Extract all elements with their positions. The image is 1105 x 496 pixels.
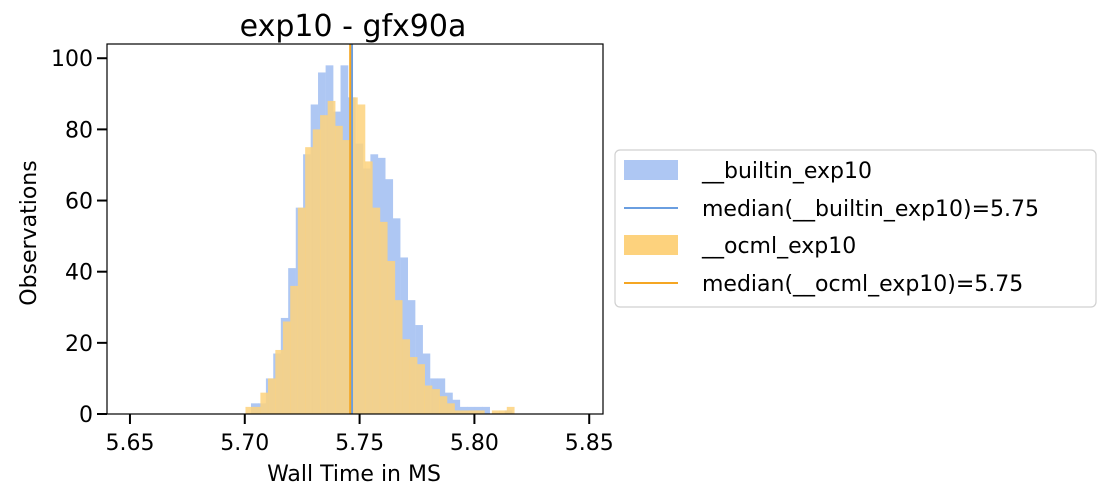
- histogram-bar: [335, 125, 343, 414]
- histogram-bar: [506, 406, 515, 414]
- histogram-bar: [491, 410, 500, 414]
- histogram-bar: [364, 161, 373, 414]
- histogram-bar: [439, 396, 448, 414]
- legend-patch: [624, 235, 678, 255]
- y-axis-label: Observations: [17, 160, 42, 305]
- histogram-bar: [400, 257, 408, 414]
- histogram-bar: [422, 353, 431, 414]
- y-tick-label: 0: [79, 403, 93, 428]
- histogram-bar: [260, 392, 269, 414]
- legend-patch: [624, 160, 678, 180]
- x-tick-label: 5.80: [450, 431, 499, 456]
- histogram-bar: [379, 221, 388, 414]
- histogram-bar: [357, 104, 366, 414]
- y-tick-label: 20: [65, 332, 93, 357]
- histogram-bar: [245, 406, 254, 414]
- legend-label: median(__ocml_exp10)=5.75: [702, 272, 1023, 297]
- y-tick-label: 40: [65, 261, 93, 286]
- histogram-bar: [290, 285, 298, 414]
- histogram-bar: [482, 406, 490, 414]
- histogram-bar: [394, 300, 403, 414]
- legend-box: [614, 149, 1097, 308]
- histogram-bar: [372, 207, 381, 414]
- legend-label: __ocml_exp10: [701, 234, 856, 259]
- histogram-bar: [320, 115, 328, 415]
- x-tick-label: 5.65: [105, 431, 154, 456]
- histogram-bar: [424, 385, 433, 414]
- histogram-bar: [402, 339, 411, 414]
- histogram-bar: [452, 399, 461, 414]
- histogram-bar: [469, 410, 478, 414]
- histogram-bar: [417, 364, 425, 414]
- plot-frame: [106, 43, 604, 415]
- x-tick-label: 5.70: [220, 431, 269, 456]
- histogram-bar: [407, 300, 416, 414]
- chart-title: exp10 - gfx90a: [240, 9, 467, 44]
- histogram-bar: [454, 410, 463, 414]
- histogram-bar: [432, 389, 440, 414]
- histogram-bar: [445, 392, 453, 414]
- histogram-bar: [282, 321, 291, 414]
- histogram-bar: [297, 207, 306, 414]
- axes: 5.65 5.70 5.75 5.80 5.85 0 20 40 60 80 100: [51, 43, 614, 456]
- histogram-bar: [342, 140, 351, 414]
- histogram-bar: [476, 410, 485, 414]
- histogram-bar: [327, 100, 336, 415]
- x-axis-label: Wall Time in MS: [267, 462, 441, 487]
- plot-area: [245, 44, 515, 415]
- histogram-bar: [409, 357, 418, 414]
- histogram-bar: [447, 403, 455, 414]
- x-tick-label: 5.75: [335, 431, 384, 456]
- histogram-bar: [499, 410, 507, 414]
- legend: __builtin_exp10 median(__builtin_exp10)=5…: [614, 149, 1097, 308]
- histogram-bar: [462, 410, 470, 414]
- x-tick-label: 5.85: [565, 431, 614, 456]
- legend-label: __builtin_exp10: [701, 159, 872, 184]
- histogram-bar: [312, 129, 321, 414]
- y-tick-label: 100: [51, 47, 93, 72]
- y-tick-label: 80: [65, 118, 93, 143]
- histogram-bar: [349, 97, 358, 415]
- histogram-bar: [267, 378, 276, 414]
- legend-label: median(__builtin_exp10)=5.75: [702, 197, 1039, 222]
- histogram-bar: [253, 406, 261, 414]
- y-tick-label: 60: [65, 190, 93, 215]
- histogram-bar: [387, 261, 396, 414]
- histogram-bar: [305, 147, 313, 415]
- histogram-bar: [275, 349, 284, 414]
